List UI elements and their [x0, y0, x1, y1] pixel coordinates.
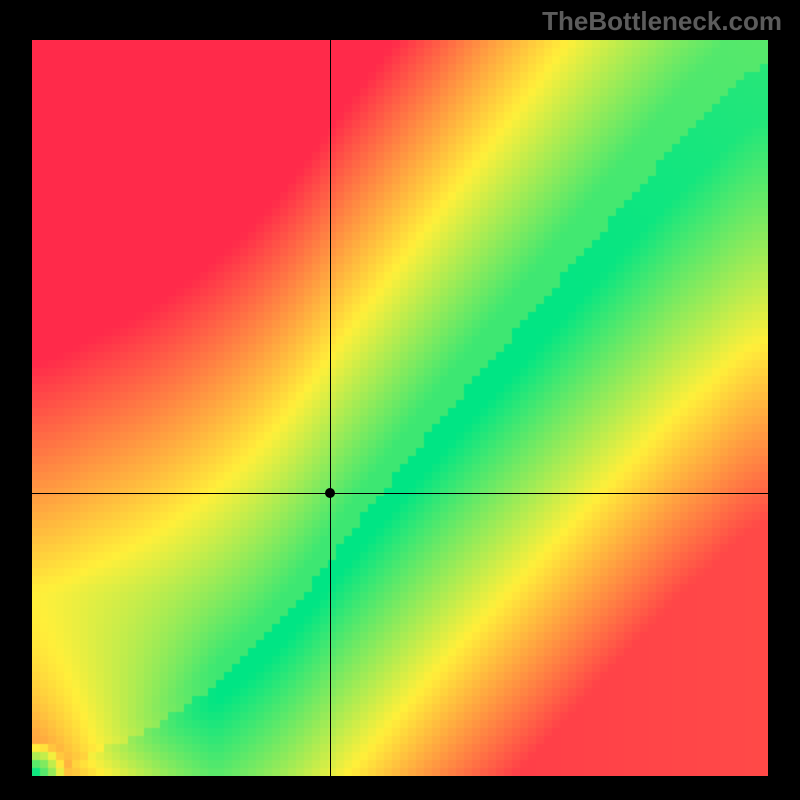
crosshair-horizontal [32, 493, 768, 494]
heatmap-canvas [32, 40, 768, 776]
watermark-text: TheBottleneck.com [542, 6, 782, 37]
crosshair-vertical [330, 40, 331, 776]
heatmap-plot [32, 40, 768, 776]
crosshair-marker [325, 488, 335, 498]
